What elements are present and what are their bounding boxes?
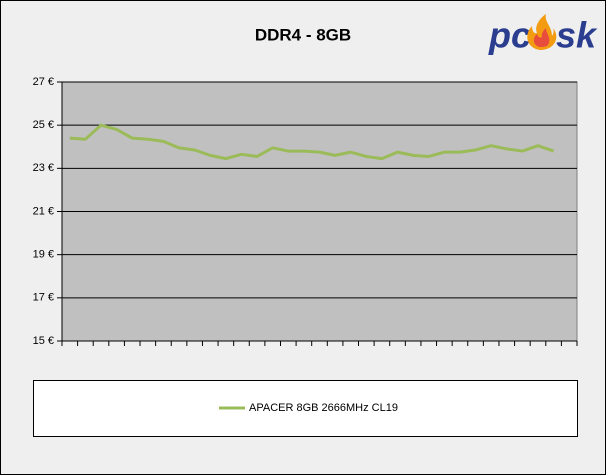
y-tick-label: 15 €: [33, 335, 54, 347]
chart-title: DDR4 - 8GB: [255, 25, 351, 44]
y-tick-label: 17 €: [33, 292, 54, 304]
logo-text: pc: [488, 15, 531, 56]
y-tick-label: 19 €: [33, 249, 54, 261]
data-line: [69, 123, 555, 161]
y-tick-label: 27 €: [33, 76, 54, 88]
legend: [33, 380, 578, 437]
logo-flame-inner: [533, 28, 550, 47]
logo: pc sk: [488, 14, 598, 56]
y-tick-label: 21 €: [33, 205, 54, 217]
y-tick-label: 25 €: [33, 119, 54, 131]
logo-text: sk: [556, 15, 598, 56]
y-tick-label: 23 €: [33, 162, 54, 174]
legend-label: APACER 8GB 2666MHz CL19: [249, 402, 398, 414]
